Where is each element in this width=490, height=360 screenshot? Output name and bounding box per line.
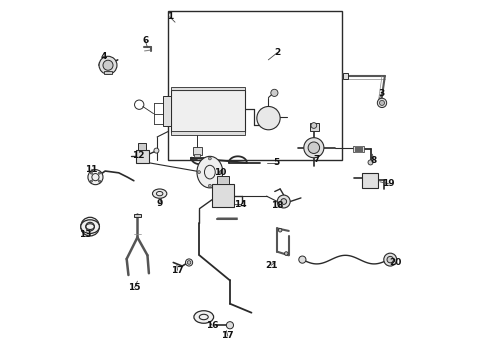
- Text: 9: 9: [156, 199, 163, 208]
- Bar: [172, 90, 245, 132]
- Bar: [353, 146, 355, 152]
- Circle shape: [285, 252, 288, 255]
- Bar: [212, 184, 234, 207]
- Bar: [362, 146, 364, 152]
- Ellipse shape: [152, 189, 167, 198]
- Text: 4: 4: [100, 52, 106, 61]
- Bar: [136, 149, 149, 163]
- Bar: [343, 73, 348, 79]
- Circle shape: [299, 256, 306, 263]
- Bar: [362, 173, 378, 188]
- Circle shape: [186, 259, 193, 266]
- Text: 19: 19: [382, 179, 395, 188]
- Polygon shape: [163, 96, 172, 126]
- Circle shape: [377, 98, 387, 108]
- Circle shape: [187, 261, 191, 264]
- Text: 1: 1: [167, 12, 173, 21]
- Bar: [310, 123, 318, 131]
- Circle shape: [99, 56, 117, 74]
- Text: 20: 20: [390, 258, 402, 267]
- Text: 3: 3: [378, 89, 384, 98]
- Text: 7: 7: [314, 156, 320, 165]
- Bar: [193, 147, 202, 155]
- Text: 18: 18: [271, 201, 284, 210]
- Circle shape: [154, 148, 159, 153]
- Bar: [218, 176, 229, 184]
- Text: 10: 10: [214, 168, 226, 177]
- Circle shape: [281, 199, 287, 204]
- Ellipse shape: [81, 220, 99, 233]
- Circle shape: [278, 228, 282, 232]
- Circle shape: [308, 142, 319, 153]
- Text: 6: 6: [142, 36, 148, 45]
- Circle shape: [81, 217, 99, 236]
- Circle shape: [226, 321, 234, 329]
- Text: 11: 11: [85, 165, 98, 174]
- Circle shape: [379, 100, 385, 105]
- Text: 16: 16: [206, 321, 218, 330]
- Bar: [172, 131, 245, 135]
- Bar: [139, 143, 147, 150]
- Ellipse shape: [194, 311, 214, 323]
- Bar: [360, 146, 362, 152]
- Circle shape: [277, 195, 290, 208]
- Circle shape: [384, 253, 397, 266]
- Ellipse shape: [197, 156, 223, 188]
- Bar: [104, 71, 112, 74]
- Bar: [172, 87, 245, 90]
- Bar: [168, 12, 342, 160]
- Circle shape: [219, 171, 222, 174]
- Circle shape: [90, 172, 93, 174]
- Circle shape: [311, 123, 317, 129]
- Circle shape: [208, 184, 211, 187]
- Circle shape: [304, 138, 324, 158]
- Circle shape: [208, 157, 211, 160]
- Text: 14: 14: [234, 200, 247, 209]
- Text: 2: 2: [274, 48, 280, 57]
- Text: 15: 15: [128, 283, 141, 292]
- Circle shape: [257, 107, 280, 130]
- Circle shape: [98, 180, 100, 182]
- Text: 12: 12: [132, 151, 145, 160]
- Circle shape: [90, 180, 93, 182]
- Text: 17: 17: [221, 332, 234, 341]
- Text: 8: 8: [371, 156, 377, 165]
- Text: 21: 21: [265, 261, 277, 270]
- Circle shape: [98, 172, 100, 174]
- Text: 17: 17: [172, 266, 184, 275]
- Circle shape: [271, 89, 278, 96]
- Bar: [134, 214, 141, 217]
- Circle shape: [368, 160, 373, 165]
- Circle shape: [103, 60, 113, 70]
- Circle shape: [387, 256, 393, 263]
- Circle shape: [197, 171, 200, 174]
- Text: 13: 13: [79, 230, 92, 239]
- Bar: [194, 154, 200, 157]
- Bar: [356, 146, 357, 152]
- Text: 5: 5: [273, 158, 280, 167]
- Circle shape: [88, 170, 103, 185]
- Bar: [358, 146, 359, 152]
